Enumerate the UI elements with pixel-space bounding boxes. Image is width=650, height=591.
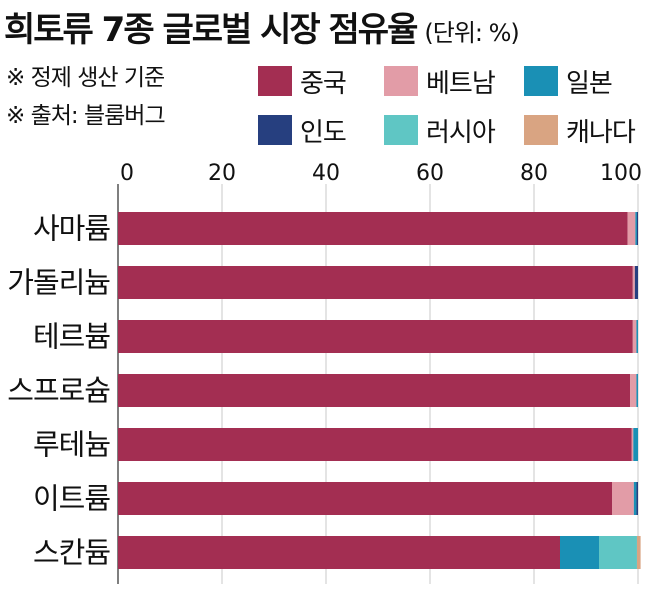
note-source: ※ 출처: 블룸버그 (6, 103, 166, 129)
x-tick-label-20: 20 (208, 161, 236, 186)
bar-segment-vietnam (632, 266, 635, 299)
legend-swatch-russia (384, 115, 418, 145)
bar-segment-japan (633, 482, 637, 515)
bar-segment-vietnam (630, 374, 637, 407)
bar-segment-japan (635, 212, 637, 245)
legend-label-china: 중국 (300, 68, 347, 99)
bar-segment-china (118, 482, 612, 515)
unit-label: (단위: %) (424, 19, 519, 47)
category-label: 루테늄 (33, 428, 110, 462)
bar-segment-japan (636, 320, 638, 353)
note-basis: ※ 정제 생산 기준 (6, 65, 165, 91)
x-tick-label-80: 80 (520, 161, 548, 186)
bar-segment-vietnam (627, 212, 636, 245)
x-tick-label-0: 0 (120, 161, 134, 186)
legend-label-vietnam: 베트남 (426, 68, 496, 99)
legend-item-canada: 캐나다 (524, 113, 636, 148)
bar-segment-canada (636, 536, 641, 569)
legend-swatch-canada (524, 115, 558, 145)
legend-swatch-china (258, 66, 292, 96)
legend-label-japan: 일본 (566, 68, 613, 99)
category-label: 테르븀 (33, 320, 110, 354)
x-tick-label-40: 40 (312, 161, 340, 186)
bar-segment-china (118, 428, 632, 461)
category-label: 가돌리늄 (7, 266, 110, 300)
legend-label-india: 인도 (300, 117, 347, 148)
bar-segment-japan (560, 536, 599, 569)
bar-segment-china (118, 320, 633, 353)
bar-segment-russia (599, 536, 637, 569)
category-label: 이트륨 (33, 482, 110, 516)
x-tick-label-60: 60 (416, 161, 444, 186)
bar-segment-vietnam (612, 482, 634, 515)
title-text: 희토류 7종 글로벌 시장 점유율 (4, 10, 418, 50)
bar-segment-vietnam (632, 320, 637, 353)
category-label: 사마륨 (33, 212, 110, 246)
bar-segment-china (118, 536, 560, 569)
chart-title: 희토류 7종 글로벌 시장 점유율 (단위: %) (4, 2, 520, 51)
legend-swatch-vietnam (384, 66, 418, 96)
legend-label-canada: 캐나다 (566, 117, 636, 148)
legend-item-russia: 러시아 (384, 113, 496, 148)
x-tick-label-100: 100 (600, 161, 642, 186)
legend-item-india: 인도 (258, 113, 347, 148)
bar-segment-japan (636, 374, 638, 407)
bar-segment-china (118, 212, 628, 245)
category-label: 스프로슘 (7, 374, 110, 408)
legend-label-russia: 러시아 (426, 117, 496, 148)
bar-segment-china (118, 266, 633, 299)
bar-segment-vietnam (631, 428, 634, 461)
legend-item-china: 중국 (258, 64, 347, 99)
bar-segment-india (634, 266, 638, 299)
bar-segment-india (636, 212, 638, 245)
legend-swatch-india (258, 115, 292, 145)
legend-item-japan: 일본 (524, 64, 613, 99)
bar-segment-india (636, 482, 638, 515)
bar-segment-china (118, 374, 631, 407)
category-label: 스칸듐 (33, 536, 110, 570)
legend-item-vietnam: 베트남 (384, 64, 496, 99)
legend-swatch-japan (524, 66, 558, 96)
bar-segment-japan (633, 428, 638, 461)
